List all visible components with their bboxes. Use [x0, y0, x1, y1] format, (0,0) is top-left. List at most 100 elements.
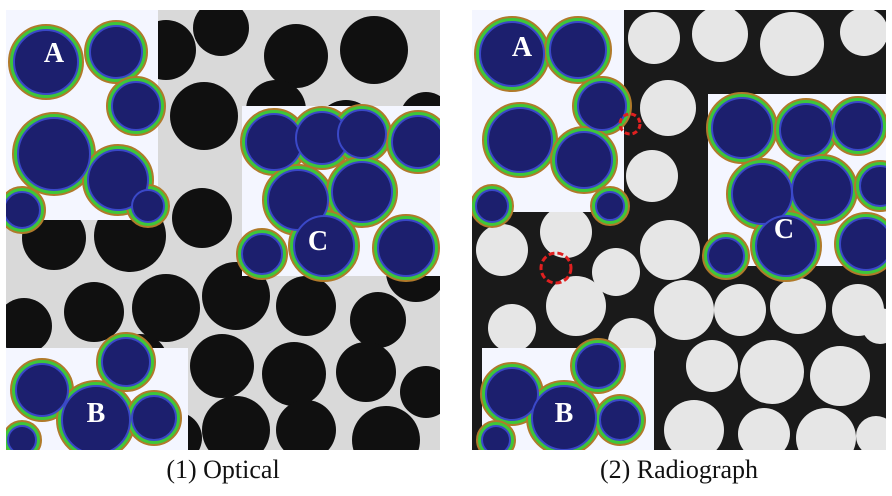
overlay-bead [791, 159, 853, 221]
optical-bead [400, 366, 440, 418]
radiograph-bead [640, 220, 700, 280]
radiograph-bead [476, 224, 528, 276]
radiograph-bead [740, 340, 804, 404]
overlay-bead [479, 21, 545, 87]
overlay-bead [245, 113, 303, 171]
radiograph-bead [488, 304, 536, 352]
optical-bead [64, 282, 124, 342]
overlay-bead [481, 425, 511, 450]
overlay-bead [89, 25, 143, 79]
overlay-bead [13, 29, 79, 95]
optical-region-b-overlay: B [6, 332, 188, 450]
overlay-bead [475, 189, 509, 223]
overlay-bead [595, 191, 625, 221]
overlay-bead [87, 149, 149, 211]
overlay-bead [337, 109, 387, 159]
radiograph-bead [714, 284, 766, 336]
overlay-bead [293, 215, 355, 277]
overlay-bead [111, 81, 161, 131]
radiograph-region-b-overlay: B [476, 338, 654, 450]
radiograph-bead [760, 12, 824, 76]
radiograph-bead [626, 150, 678, 202]
radiograph-image: A B C [472, 10, 886, 450]
overlay-bead [859, 165, 886, 207]
optical-image: A B C [6, 10, 440, 450]
radiograph-bead [862, 308, 886, 344]
overlay-bead [377, 219, 435, 277]
overlay-bead [487, 107, 553, 173]
radiograph-bead [856, 416, 886, 450]
optical-region-a-beads [6, 20, 170, 234]
radiograph-caption: (2) Radiograph [599, 455, 759, 484]
optical-region-b-label: B [87, 398, 106, 429]
radiograph-bead [840, 10, 886, 56]
overlay-bead [577, 81, 627, 131]
overlay-bead [485, 367, 539, 421]
radiograph-beads [476, 10, 886, 450]
optical-bead [340, 16, 408, 84]
radiograph-region-a-label: A [512, 32, 533, 63]
radiograph-image-panel: A B C [472, 10, 886, 450]
overlay-bead [101, 337, 151, 387]
optical-bead [193, 10, 249, 56]
optical-bead [264, 24, 328, 88]
radiograph-bead [692, 10, 748, 62]
radiograph-bead [628, 12, 680, 64]
overlay-bead [555, 131, 613, 189]
radiograph-bead [546, 276, 606, 336]
optical-bead [190, 334, 254, 398]
overlay-bead [241, 233, 283, 275]
overlay-bead [15, 363, 69, 417]
radiograph-region-b-beads [476, 338, 646, 450]
overlay-bead [131, 395, 177, 441]
radiograph-bead [592, 248, 640, 296]
radiograph-region-a-overlay: A [472, 10, 632, 228]
optical-image-panel: A B C [6, 10, 440, 450]
overlay-bead [755, 215, 817, 277]
radiograph-bead [664, 400, 724, 450]
radiograph-region-c-label: C [774, 214, 794, 245]
optical-bead [202, 396, 270, 450]
radiograph-region-a-beads [472, 16, 632, 228]
optical-region-c-label: C [308, 226, 328, 257]
radiograph-bead [770, 278, 826, 334]
optical-bead [276, 276, 336, 336]
optical-bead [6, 298, 52, 354]
optical-region-a-label: A [44, 38, 65, 69]
radiograph-bead [654, 280, 714, 340]
overlay-bead [391, 115, 440, 169]
optical-region-c-beads [236, 104, 440, 282]
overlay-bead [549, 21, 607, 79]
overlay-bead [575, 343, 621, 389]
optical-bead [172, 188, 232, 248]
optical-region-a-overlay: A [6, 10, 170, 234]
radiograph-bead [640, 80, 696, 136]
radiograph-bead [540, 206, 592, 258]
marker-circle-large [539, 251, 573, 285]
optical-bead [336, 342, 396, 402]
optical-region-b-beads [6, 332, 182, 450]
overlay-bead [6, 191, 41, 229]
radiograph-region-c-overlay: C [702, 92, 886, 282]
optical-region-c-overlay: C [236, 104, 440, 282]
overlay-bead [833, 101, 883, 151]
marker-circle-small [618, 112, 642, 136]
overlay-bead [531, 385, 597, 450]
overlay-bead [17, 117, 91, 191]
optical-bead [202, 262, 270, 330]
radiograph-bead [738, 408, 790, 450]
optical-bead [350, 292, 406, 348]
optical-bead [276, 400, 336, 450]
optical-bead [170, 82, 238, 150]
optical-bead [132, 274, 200, 342]
overlay-bead [707, 237, 745, 275]
overlay-bead [711, 97, 773, 159]
optical-bead [262, 342, 326, 406]
overlay-bead [331, 161, 393, 223]
radiograph-bead [796, 408, 856, 450]
overlay-bead [599, 399, 641, 441]
optical-bead [352, 406, 420, 450]
overlay-bead [7, 425, 37, 450]
radiograph-region-b-label: B [555, 398, 574, 429]
radiograph-region-c-beads [702, 92, 886, 282]
